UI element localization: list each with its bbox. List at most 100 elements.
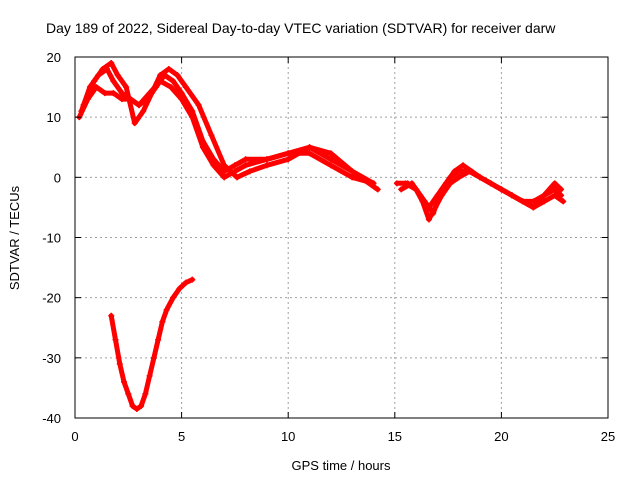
data-point <box>150 354 157 361</box>
data-point <box>174 72 181 79</box>
data-point <box>455 168 462 175</box>
data-point <box>118 90 125 97</box>
data-point <box>221 168 228 175</box>
data-point <box>148 90 155 97</box>
y-tick-label: -30 <box>42 351 61 366</box>
y-tick-label: 0 <box>54 170 61 185</box>
x-tick-label: 10 <box>281 429 295 444</box>
tick-layer: 0 5 10 15 20 25 -40 -30 -20 -10 0 10 20 <box>42 50 615 444</box>
data-point <box>135 102 142 109</box>
data-point <box>327 162 334 169</box>
data-point <box>199 138 206 145</box>
x-tick-label: 5 <box>178 429 185 444</box>
series-layer <box>76 60 567 412</box>
data-point <box>306 150 313 157</box>
data-point <box>560 198 567 205</box>
data-point <box>221 162 228 169</box>
data-point <box>425 216 432 223</box>
data-point <box>413 186 420 193</box>
x-tick-label: 0 <box>71 429 78 444</box>
data-point <box>519 198 526 205</box>
x-axis-label: GPS time / hours <box>292 458 391 473</box>
data-point <box>558 186 565 193</box>
data-point <box>551 180 558 187</box>
data-point <box>404 180 411 187</box>
data-point <box>146 372 153 379</box>
data-point <box>163 306 170 313</box>
data-point <box>129 402 136 409</box>
data-point <box>114 72 121 79</box>
data-point <box>398 186 405 193</box>
data-point <box>242 156 249 163</box>
data-point <box>118 96 125 103</box>
data-point <box>121 378 128 385</box>
data-point <box>170 294 177 301</box>
data-point <box>551 186 558 193</box>
data-point <box>91 78 98 85</box>
data-point <box>182 84 189 91</box>
data-point <box>142 390 149 397</box>
data-point <box>110 90 117 97</box>
data-point <box>263 156 270 163</box>
data-point <box>551 192 558 199</box>
data-point <box>327 156 334 163</box>
data-point <box>430 210 437 217</box>
data-point <box>133 405 140 412</box>
y-tick-label: 20 <box>47 50 61 65</box>
data-point <box>455 174 462 181</box>
data-point <box>108 60 115 67</box>
data-point <box>327 150 334 157</box>
data-point <box>487 180 494 187</box>
y-tick-label: -40 <box>42 411 61 426</box>
y-tick-label: 10 <box>47 110 61 125</box>
data-point <box>460 162 467 169</box>
y-tick-label: -10 <box>42 231 61 246</box>
data-point <box>108 312 115 319</box>
y-tick-label: -20 <box>42 291 61 306</box>
data-point <box>178 90 185 97</box>
data-point <box>477 174 484 181</box>
x-tick-label: 15 <box>388 429 402 444</box>
data-point <box>182 279 189 286</box>
data-point <box>438 186 445 193</box>
data-point <box>447 174 454 181</box>
data-point <box>138 402 145 409</box>
data-point <box>541 192 548 199</box>
data-point <box>242 162 249 169</box>
data-point <box>170 78 177 85</box>
data-point <box>155 336 162 343</box>
data-point <box>116 360 123 367</box>
y-axis-label: SDTVAR / TECUs <box>7 185 22 290</box>
data-point <box>541 198 548 205</box>
data-point <box>498 186 505 193</box>
data-point <box>189 108 196 115</box>
data-point <box>80 102 87 109</box>
data-point <box>140 108 147 115</box>
chart-title: Day 189 of 2022, Sidereal Day-to-day VTE… <box>46 20 556 36</box>
data-point <box>246 168 253 175</box>
data-point <box>176 285 183 292</box>
data-point <box>234 174 241 181</box>
data-point <box>125 390 132 397</box>
data-point <box>195 102 202 109</box>
data-point <box>263 162 270 169</box>
data-point <box>167 84 174 91</box>
data-point <box>421 198 428 205</box>
data-point <box>99 66 106 73</box>
data-point <box>159 318 166 325</box>
data-point <box>189 276 196 283</box>
data-point <box>285 150 292 157</box>
data-point <box>374 186 381 193</box>
data-point <box>221 174 228 181</box>
data-point <box>231 162 238 169</box>
series-sat-c-line <box>81 60 381 192</box>
x-tick-label: 20 <box>494 429 508 444</box>
data-point <box>101 90 108 97</box>
data-point <box>306 144 313 151</box>
data-point <box>110 78 117 85</box>
data-point <box>165 66 172 73</box>
data-point <box>210 156 217 163</box>
grid-layer <box>75 57 608 418</box>
